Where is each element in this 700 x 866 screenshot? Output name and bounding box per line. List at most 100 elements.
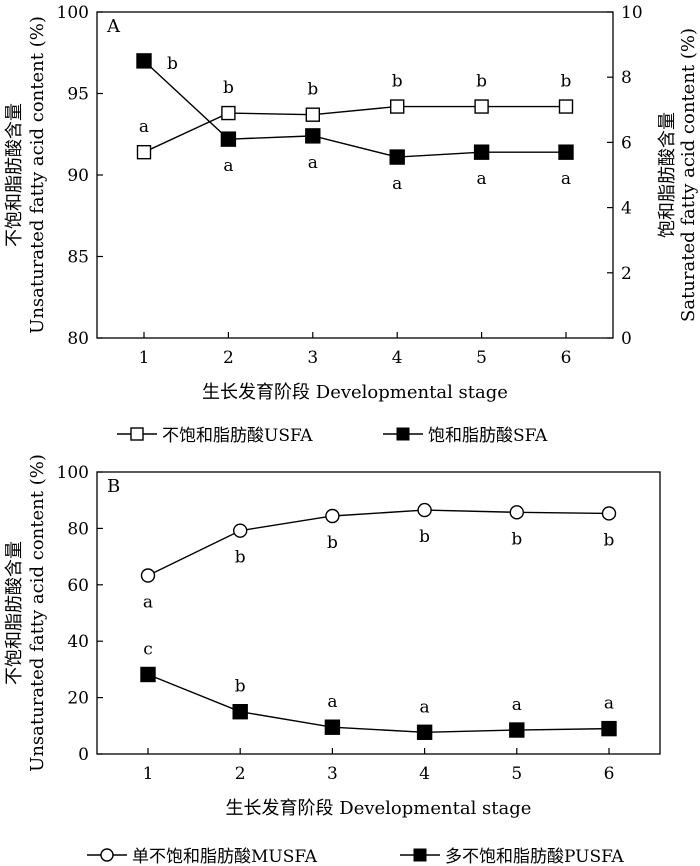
series-2-significance-label: a	[308, 153, 318, 173]
series-2-significance-label: a	[512, 695, 522, 715]
series-2-significance-label: a	[327, 692, 337, 712]
series-1-point	[325, 508, 340, 524]
x-tick-label: 5	[511, 764, 522, 784]
x-tick-label: 3	[307, 348, 318, 368]
series-1-point	[601, 506, 617, 521]
y-tick-label: 85	[67, 248, 89, 268]
x-tick-label: 2	[235, 764, 246, 784]
legend-label-2: 多不饱和脂肪酸PUSFA	[445, 847, 624, 866]
legend-marker-1	[100, 848, 114, 862]
series-1-significance-label: b	[476, 72, 487, 92]
series-1-significance-label: b	[223, 78, 234, 98]
series-2-point	[558, 144, 574, 160]
x-tick-label: 6	[604, 764, 615, 784]
x-axis-title: 生长发育阶段 Developmental stage	[202, 382, 508, 403]
x-tick-label: 4	[419, 764, 430, 784]
y2-tick-label: 6	[621, 133, 632, 153]
series-2-significance-label: a	[561, 169, 571, 189]
legend-label-2: 饱和脂肪酸SFA	[428, 426, 548, 446]
series-2-significance-label: b	[235, 677, 246, 697]
series-1-significance-label: a	[143, 592, 153, 612]
x-axis-title: 生长发育阶段 Developmental stage	[226, 798, 532, 819]
series-2-significance-label: a	[420, 697, 430, 717]
y2-axis-title-cn: 饱和脂肪酸含量	[657, 112, 678, 238]
series-2-line	[143, 60, 566, 158]
series-2-significance-label: b	[167, 54, 178, 74]
legend-marker-2	[413, 848, 427, 862]
series-2-point	[136, 53, 152, 69]
y-axis-title-cn: 不饱和脂肪酸含量	[4, 541, 25, 685]
y2-tick-label: 10	[621, 3, 643, 23]
series-1-line	[143, 105, 566, 153]
x-tick-label: 3	[327, 764, 338, 784]
series-2-significance-label: a	[604, 694, 614, 714]
y-tick-label: 100	[57, 3, 89, 23]
series-1-significance-label: a	[139, 117, 149, 137]
series-1-point	[417, 502, 432, 518]
y-tick-label: 0	[78, 745, 89, 765]
series-2-significance-label: a	[392, 174, 402, 194]
y-axis-title-en: Unsaturated fatty acid content (%)	[27, 16, 48, 334]
series-2-line	[147, 673, 610, 733]
series-1-significance-label: b	[511, 529, 522, 549]
series-2-significance-label: c	[143, 639, 153, 659]
panel-label: A	[106, 16, 121, 37]
x-tick-label: 1	[139, 348, 150, 368]
y2-tick-label: 8	[621, 68, 632, 88]
series-1-line	[147, 509, 610, 577]
y-tick-label: 90	[67, 166, 89, 186]
series-2-significance-label: a	[477, 169, 487, 189]
y-tick-label: 20	[67, 689, 89, 709]
y-tick-label: 95	[67, 85, 89, 105]
series-2-point	[305, 128, 321, 144]
y-tick-label: 80	[67, 329, 89, 349]
series-1-point	[558, 99, 574, 114]
y-tick-label: 60	[67, 576, 89, 596]
y-tick-label: 100	[57, 463, 89, 483]
legend-marker-1	[130, 427, 144, 441]
legend: 单不饱和脂肪酸MUSFA 多不饱和脂肪酸PUSFA	[87, 847, 624, 866]
x-tick-label: 1	[143, 764, 154, 784]
series-2-point	[416, 724, 433, 740]
series-2-point	[220, 131, 237, 147]
series-2-point	[232, 704, 248, 720]
series-1-significance-label: b	[392, 72, 403, 92]
series-1-point	[221, 105, 236, 121]
series-2-point	[473, 144, 490, 160]
series-2-point	[389, 149, 405, 165]
x-tick-label: 2	[223, 348, 234, 368]
panel-a-chart: A 1 2 3 4 5 6 80 85 90 95 100 0 2 4 6 8 10 生长发育阶段 Developm…	[4, 3, 699, 446]
series-2-point	[601, 720, 617, 737]
panel-label: B	[107, 476, 120, 497]
series-2-point	[509, 722, 525, 738]
y-tick-label: 80	[67, 519, 89, 539]
legend-marker-2	[396, 427, 410, 441]
series-1-point	[305, 107, 320, 122]
x-tick-label: 5	[476, 348, 487, 368]
series-1-significance-label: b	[235, 548, 246, 568]
plot-frame	[96, 471, 661, 755]
series-2-point	[140, 666, 156, 683]
legend-label-1: 单不饱和脂肪酸MUSFA	[132, 847, 318, 866]
series-1-point	[509, 505, 524, 520]
series-1-significance-label: b	[327, 533, 338, 553]
series-1-significance-label: b	[604, 530, 615, 550]
y2-tick-label: 0	[621, 329, 632, 349]
y-tick-label: 40	[67, 632, 89, 652]
y2-tick-label: 4	[621, 199, 632, 219]
series-2-point	[324, 719, 341, 735]
series-2-significance-label: a	[223, 156, 233, 176]
legend: 不饱和脂肪酸USFA 饱和脂肪酸SFA	[117, 426, 548, 446]
series-1-significance-label: b	[561, 72, 572, 92]
series-1-significance-label: b	[307, 80, 318, 100]
y-axis-title-en: Unsaturated fatty acid content (%)	[27, 454, 48, 772]
series-1-point	[232, 523, 248, 538]
y-axis-title-cn: 不饱和脂肪酸含量	[4, 103, 25, 247]
series-1-point	[136, 144, 152, 160]
legend-label-1: 不饱和脂肪酸USFA	[162, 426, 313, 446]
series-1-significance-label: b	[419, 527, 430, 547]
y2-tick-label: 2	[621, 264, 632, 284]
x-tick-label: 6	[561, 348, 572, 368]
